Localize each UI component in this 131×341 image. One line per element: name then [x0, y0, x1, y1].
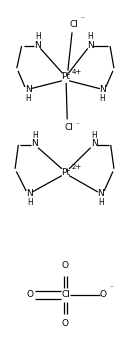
Text: H: H	[98, 198, 104, 207]
Text: N: N	[25, 85, 32, 94]
Text: ⁻: ⁻	[81, 17, 84, 23]
Text: H: H	[27, 198, 33, 207]
Text: H: H	[26, 94, 31, 103]
Text: N: N	[87, 41, 94, 49]
Text: ⁻: ⁻	[110, 286, 113, 292]
Text: N: N	[99, 85, 106, 94]
Text: Pt: Pt	[61, 168, 70, 177]
Text: ⁻: ⁻	[75, 122, 79, 128]
Text: H: H	[35, 32, 41, 41]
Text: O: O	[62, 262, 69, 270]
Text: Cl: Cl	[61, 291, 70, 299]
Text: Cl: Cl	[64, 123, 73, 132]
Text: O: O	[62, 320, 69, 328]
Text: Cl: Cl	[70, 20, 78, 29]
Text: H: H	[32, 131, 38, 140]
Text: H: H	[87, 32, 93, 41]
Text: N: N	[26, 189, 33, 198]
Text: H: H	[91, 131, 97, 140]
Text: O: O	[26, 291, 33, 299]
Text: O: O	[100, 290, 107, 299]
Text: N: N	[97, 189, 104, 198]
Text: H: H	[100, 94, 105, 103]
Text: 2+: 2+	[72, 164, 82, 170]
Text: 4+: 4+	[72, 69, 82, 75]
Text: N: N	[91, 139, 98, 148]
Text: Pt: Pt	[61, 72, 70, 81]
Text: N: N	[31, 139, 38, 148]
Text: N: N	[35, 41, 41, 49]
